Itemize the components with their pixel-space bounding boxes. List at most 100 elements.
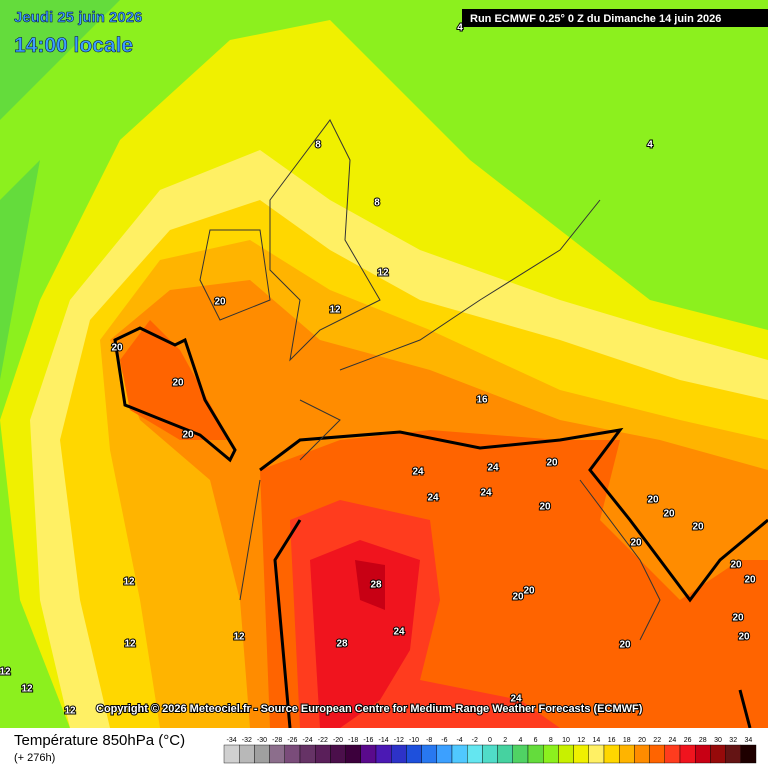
legend-swatch [588, 744, 605, 764]
legend-tick: 2 [503, 737, 507, 744]
contour-label: 12 [233, 632, 245, 643]
legend-tick: -16 [363, 737, 373, 744]
contour-label: 20 [546, 458, 558, 469]
legend-swatch [421, 744, 438, 764]
legend-swatch [360, 744, 377, 764]
contour-label: 24 [510, 694, 522, 705]
legend-tick: -4 [456, 737, 462, 744]
contour-label: 28 [336, 639, 348, 650]
legend-tick: 34 [745, 737, 753, 744]
contour-label: 20 [732, 613, 744, 624]
legend-tick: 0 [488, 737, 492, 744]
contour-label: 12 [64, 706, 76, 717]
legend-tick: -20 [333, 737, 343, 744]
contour-label: 24 [412, 467, 424, 478]
contour-label: 20 [730, 560, 742, 571]
legend-tick: 12 [577, 737, 585, 744]
legend-tick: 30 [714, 737, 722, 744]
copyright: Copyright © 2026 Meteociel.fr - Source E… [96, 703, 643, 715]
legend-tick: -18 [348, 737, 358, 744]
legend-swatch [573, 744, 589, 764]
legend-tick: 4 [518, 737, 522, 744]
legend-swatch [497, 744, 514, 764]
contour-label: 24 [393, 627, 405, 638]
contour-label: 20 [663, 509, 675, 520]
time: 14:00 locale [14, 34, 133, 57]
legend-tick: -32 [242, 737, 252, 744]
contour-label: 12 [123, 577, 135, 588]
contour-label: 12 [21, 684, 33, 695]
contour-label: 20 [539, 502, 551, 513]
contour-label: 24 [480, 488, 492, 499]
legend-tick: 6 [534, 737, 538, 744]
legend-tick: 8 [549, 737, 553, 744]
legend-swatch [451, 744, 468, 764]
legend-tick: -10 [409, 737, 419, 744]
legend-swatch [619, 744, 635, 764]
date: Jeudi 25 juin 2026 [14, 9, 142, 26]
contour-label: 12 [124, 639, 136, 650]
contour-label: 28 [370, 580, 382, 591]
field-20-ireland [120, 320, 230, 440]
field-26 [310, 540, 420, 728]
run-info: Run ECMWF 0.25° 0 Z du Dimanche 14 juin … [470, 13, 721, 25]
field-cold [0, 0, 120, 380]
contour-label: 20 [512, 592, 524, 603]
legend-tick: 32 [729, 737, 737, 744]
legend-swatch [679, 744, 696, 764]
legend-swatch [527, 744, 544, 764]
contour-label: 12 [329, 305, 341, 316]
contour-label: 20 [182, 430, 194, 441]
legend-swatch [467, 744, 483, 764]
legend-tick: -24 [303, 737, 313, 744]
contour-label: 20 [692, 522, 704, 533]
legend-swatch [299, 744, 316, 764]
contour-label: 12 [377, 268, 389, 279]
contour-label: 24 [427, 493, 439, 504]
legend-swatch [315, 744, 331, 764]
legend-swatch [330, 744, 346, 764]
legend-swatch [740, 744, 757, 764]
legend-swatch [375, 744, 392, 764]
contour-label: 20 [111, 343, 123, 354]
legend-tick: -6 [441, 737, 447, 744]
coastline [199, 119, 661, 641]
contour-label: 24 [487, 463, 499, 474]
isotherm-20 [113, 326, 768, 729]
legend-swatch [345, 744, 362, 764]
legend-tick: -26 [287, 737, 297, 744]
contour-label: 12 [0, 667, 11, 678]
field-28 [355, 560, 385, 610]
contour-label: 20 [619, 640, 631, 651]
legend-swatch [436, 744, 453, 764]
legend-tick: 16 [608, 737, 616, 744]
legend-swatch [710, 744, 726, 764]
legend-swatch [603, 744, 620, 764]
legend-swatch [695, 744, 711, 764]
legend-tick: -8 [426, 737, 432, 744]
legend-swatch [558, 744, 574, 764]
legend-swatch [406, 744, 422, 764]
contour-label: 20 [744, 575, 756, 586]
contour-label: 8 [315, 140, 321, 151]
contour-label: 20 [630, 538, 642, 549]
legend-swatch [254, 744, 270, 764]
legend-tick: 14 [593, 737, 601, 744]
legend-tick: -30 [257, 737, 267, 744]
run-box [462, 9, 768, 27]
contour-label: 20 [172, 378, 184, 389]
legend-tick: 28 [699, 737, 707, 744]
legend-swatch [269, 744, 286, 764]
legend-tick: -12 [394, 737, 404, 744]
legend-swatch [649, 744, 665, 764]
contour-label: 20 [523, 586, 535, 597]
legend-tick: 20 [638, 737, 646, 744]
legend-swatch [284, 744, 301, 764]
parameter: Température 850hPa (°C) [14, 732, 185, 749]
lead-time: (+ 276h) [14, 752, 55, 764]
contour-label: 4 [457, 23, 463, 34]
legend-swatch [725, 744, 741, 764]
legend-swatch [664, 744, 681, 764]
contour-label: 16 [476, 395, 488, 406]
